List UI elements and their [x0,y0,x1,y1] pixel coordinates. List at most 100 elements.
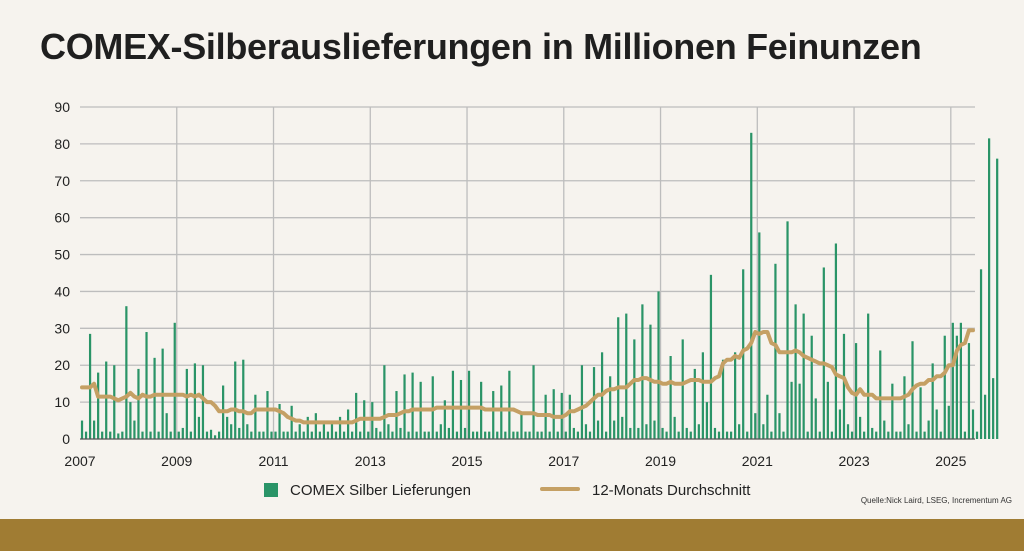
bar [185,368,188,439]
bar [709,274,713,439]
bar [351,431,354,439]
bar [318,431,321,439]
x-tick-label: 2017 [548,453,579,469]
bar [927,420,930,439]
bar [355,392,358,439]
legend-item-bars: COMEX Silber Lieferungen [264,482,471,499]
legend-swatch-line [540,487,580,491]
bar [705,402,709,439]
bar [983,394,987,439]
bar [149,431,152,439]
bar [153,357,156,439]
bar [617,317,620,439]
bar [971,409,975,439]
bar [661,427,664,439]
bar [786,221,789,439]
x-tick-label: 2013 [355,453,386,469]
bar [746,431,749,439]
legend-swatch-bars [264,483,278,497]
bar [492,391,495,439]
bar [633,339,636,439]
bar [907,424,910,439]
bar [121,431,124,439]
bar [568,394,571,439]
bar [463,427,467,439]
bar [879,350,882,439]
bar [867,313,870,439]
bar [109,431,112,439]
bar [637,427,640,439]
bar [101,431,104,439]
bar [524,431,527,439]
bar [367,431,370,439]
bar [141,431,144,439]
bar [157,431,160,439]
bar [133,420,136,439]
bar [375,427,378,439]
bar [387,424,390,439]
bar [294,431,297,439]
bar [750,132,753,439]
bar [338,416,342,439]
y-tick-label: 80 [54,136,70,152]
bar [443,400,446,439]
bar [97,372,100,439]
bar [895,431,898,439]
bar [677,431,680,439]
bar [403,374,406,439]
bar [250,431,253,439]
bar [883,420,886,439]
bar [480,381,483,439]
bar [326,431,330,439]
bar [407,431,410,439]
source-note: Quelle:Nick Laird, LSEG, Incrementum AG [860,496,1012,505]
bar [342,431,346,439]
bar [552,389,555,439]
bar [306,416,309,439]
bar [314,413,317,439]
bar [169,431,172,439]
bar [621,416,624,439]
bar [258,431,261,439]
bar [935,409,938,439]
bar [875,431,878,439]
bar [234,361,237,439]
bar [129,402,132,439]
bar [576,431,580,439]
x-tick-label: 2021 [742,453,773,469]
bar [830,431,833,439]
bar [645,424,648,439]
y-tick-label: 0 [62,431,70,447]
y-tick-label: 30 [54,320,70,336]
bar [455,431,459,439]
x-axis-tick-labels: 2007 2009 2011 2013 2015 2017 2019 2021 2023 2025 [64,453,966,469]
bar [399,427,402,439]
bar [613,420,616,439]
vertical-gridlines [176,107,952,439]
y-tick-label: 50 [54,247,70,263]
bar [508,370,511,439]
bar [931,363,934,439]
bar [322,424,326,439]
bar [588,431,592,439]
bar [584,424,588,439]
bar [270,431,273,439]
average-line [80,328,975,425]
bar [564,431,567,439]
bar [766,394,769,439]
y-axis-tick-labels: 0 10 20 30 40 50 60 70 80 90 [54,99,70,447]
bar [504,431,507,439]
bar [774,263,777,439]
bar [193,363,197,439]
bar [673,416,676,439]
y-tick-label: 10 [54,394,70,410]
bar [540,431,543,439]
legend-label-line: 12-Monats Durchschnitt [592,482,751,499]
bar [177,431,180,439]
bar [105,361,108,439]
bar [653,420,656,439]
bar [798,383,801,439]
bar [834,243,838,439]
bar [592,367,596,439]
y-tick-label: 40 [54,283,70,299]
